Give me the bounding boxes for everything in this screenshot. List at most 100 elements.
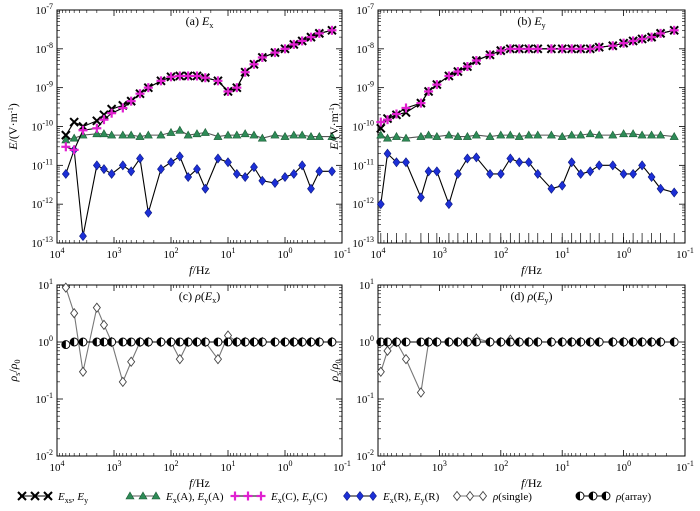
data-point	[506, 153, 515, 164]
data-point	[100, 164, 108, 175]
data-point	[314, 337, 324, 347]
legend-item-C: Ex(C), Ey(C)	[230, 491, 328, 505]
data-point	[61, 142, 71, 152]
panels: 104 103 102 101 100 10-1 10-7 10-8 10-9 10-10 10-1…	[6, 2, 694, 490]
x-tick-label: 10-1	[676, 459, 694, 474]
data-point	[126, 96, 136, 106]
y-tick-label: 10-1	[356, 391, 374, 406]
data-point	[628, 36, 638, 46]
x-tick-label: 102	[164, 459, 179, 474]
data-point	[200, 73, 210, 83]
data-point	[424, 86, 434, 96]
data-point	[383, 115, 393, 125]
y-tick-label: 10-13	[31, 235, 53, 250]
data-point	[314, 28, 324, 38]
data-point	[99, 319, 109, 331]
y-tick-label: 10-9	[356, 80, 374, 95]
data-point	[524, 157, 533, 168]
data-point	[424, 166, 433, 177]
data-point	[514, 44, 524, 54]
data-point	[92, 129, 102, 138]
data-point	[453, 67, 463, 77]
data-point	[432, 166, 441, 177]
data-point	[183, 130, 193, 139]
chart-title: (c) ρ(Ex)	[179, 289, 220, 305]
data-point	[144, 207, 153, 218]
data-point	[402, 157, 410, 168]
data-point	[257, 133, 267, 142]
data-point	[61, 130, 71, 140]
x-tick-label: 102	[493, 246, 508, 261]
data-point	[416, 98, 426, 108]
data-point	[567, 44, 577, 54]
y-axis-label: ρs/ρ0	[6, 360, 22, 383]
data-point	[416, 131, 426, 140]
data-point	[462, 131, 472, 140]
data-point	[232, 130, 242, 139]
data-point	[471, 130, 481, 139]
data-point	[289, 337, 299, 347]
data-point	[444, 337, 454, 347]
x-tick-label: 100	[616, 459, 631, 474]
data-point	[608, 337, 618, 347]
series-R	[61, 144, 336, 242]
data-point	[126, 130, 136, 139]
data-point	[669, 131, 679, 140]
data-point	[462, 337, 472, 347]
data-point	[567, 337, 577, 347]
data-point	[432, 337, 442, 347]
data-point	[232, 83, 242, 93]
chart-title: (a) Ex	[186, 14, 214, 30]
data-point	[533, 337, 543, 347]
data-point	[558, 180, 567, 191]
data-point	[628, 337, 638, 347]
data-point	[92, 160, 101, 171]
data-point	[232, 337, 242, 347]
data-point	[127, 166, 136, 177]
data-point	[585, 129, 595, 138]
data-point	[557, 44, 567, 54]
data-point	[586, 166, 595, 177]
data-point	[306, 337, 316, 347]
data-point	[546, 44, 556, 54]
data-point	[515, 157, 524, 168]
data-point	[444, 71, 454, 81]
data-point	[376, 130, 386, 139]
data-point	[135, 337, 145, 347]
x-tick-label: 101	[221, 246, 236, 261]
y-tick-label: 10-8	[356, 41, 374, 56]
data-point	[424, 337, 434, 347]
data-point	[99, 337, 109, 347]
data-point	[496, 46, 506, 56]
legend-marker	[43, 491, 53, 501]
data-point	[496, 337, 506, 347]
plot-frame	[56, 284, 343, 457]
data-point	[383, 345, 392, 357]
data-point	[213, 76, 223, 86]
data-point	[416, 387, 425, 398]
y-tick-label: 10-11	[353, 157, 374, 172]
data-point	[656, 28, 666, 38]
data-point	[306, 32, 316, 42]
data-point	[249, 130, 259, 139]
data-point	[637, 337, 647, 347]
data-point	[453, 337, 463, 347]
data-point	[200, 127, 210, 136]
data-point	[376, 199, 385, 210]
x-tick-label: 102	[493, 459, 508, 474]
y-tick-label: 100	[38, 334, 53, 349]
data-point	[594, 130, 604, 139]
data-point	[61, 282, 70, 293]
data-point	[281, 172, 289, 183]
data-point	[576, 337, 586, 347]
data-point	[257, 52, 267, 62]
legend-marker	[30, 491, 40, 501]
x-tick-label: 104	[50, 459, 65, 474]
y-tick-label: 10-12	[352, 196, 374, 211]
data-point	[567, 157, 576, 168]
y-tick-label: 10-2	[35, 448, 53, 463]
data-point	[213, 337, 223, 347]
data-point	[547, 183, 556, 194]
data-point	[314, 131, 324, 140]
data-point	[392, 337, 401, 347]
